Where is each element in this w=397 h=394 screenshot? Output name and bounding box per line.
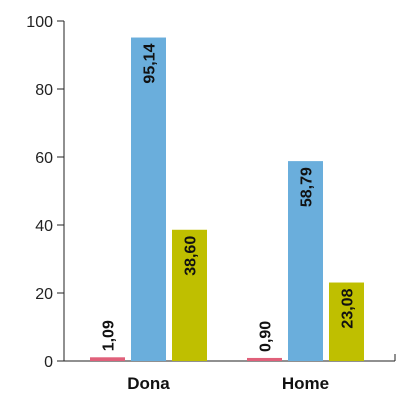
bar-value-label: 23,08 (340, 288, 357, 328)
bar-value-label: 38,60 (183, 236, 200, 276)
y-tick-label: 40 (35, 218, 53, 235)
bar-dona-2 (131, 37, 166, 362)
bar-value-label: 95,14 (142, 43, 159, 83)
y-tick-label: 0 (44, 354, 53, 371)
y-tick-label: 100 (26, 14, 53, 31)
bar-value-label: 1,09 (101, 320, 118, 351)
x-axis: Dona Home (64, 354, 396, 393)
bar-home-3 (329, 282, 364, 361)
y-tick-label: 80 (35, 82, 53, 99)
bars (90, 37, 364, 362)
bar-value-label: 0,90 (258, 321, 275, 352)
bar-dona-3 (172, 229, 207, 361)
bar-dona-1 (90, 357, 125, 361)
x-category-label: Home (282, 374, 329, 393)
bar-value-labels: 1,09 95,14 38,60 0,90 58,79 23,08 (101, 43, 357, 352)
bar-home-1 (247, 357, 282, 361)
x-category-label: Dona (127, 374, 170, 393)
y-tick-label: 60 (35, 150, 53, 167)
bar-value-label: 58,79 (299, 167, 316, 207)
bar-home-2 (288, 161, 323, 361)
y-axis: 0 20 40 60 80 100 (26, 14, 65, 371)
y-tick-label: 20 (35, 286, 53, 303)
